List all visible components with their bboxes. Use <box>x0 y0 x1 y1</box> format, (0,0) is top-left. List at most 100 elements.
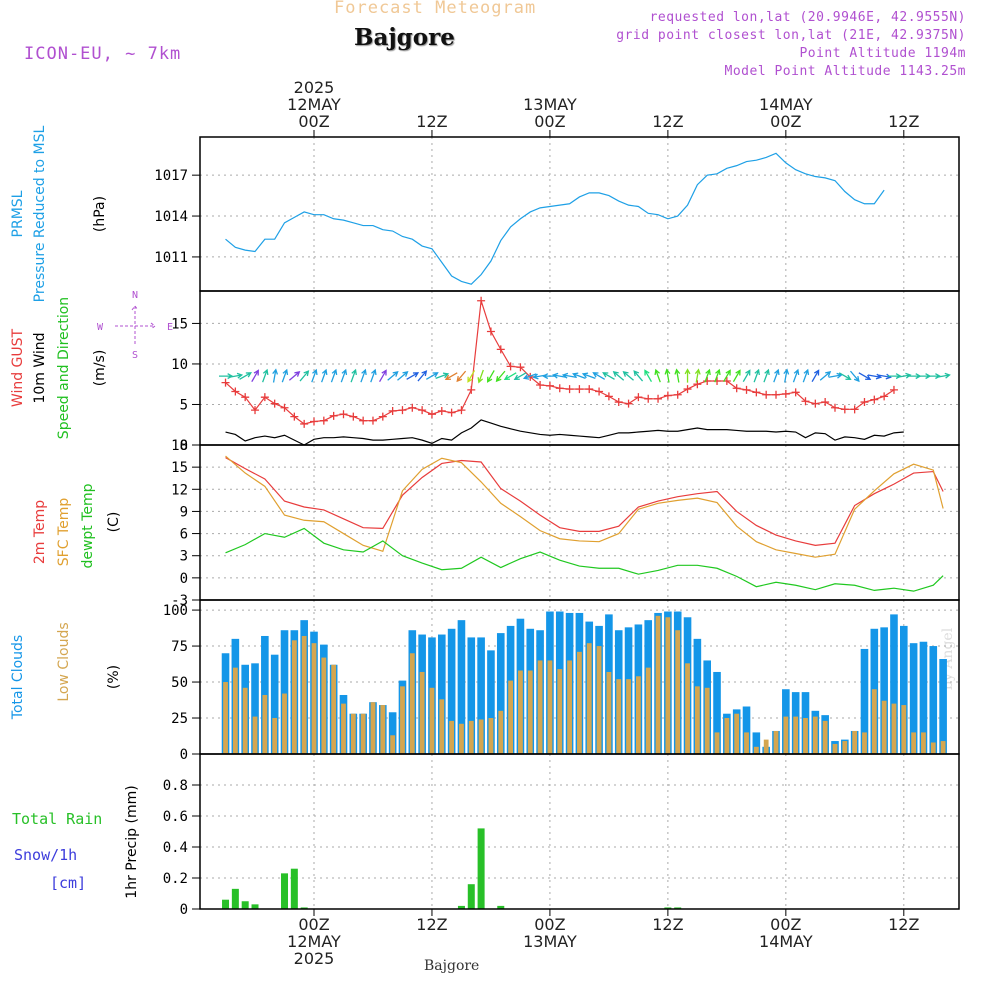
wind-gust-marker <box>850 405 859 414</box>
wind-gust-marker <box>300 419 309 428</box>
wind-gust-marker <box>830 403 839 412</box>
forecast-title: Forecast Meteogram <box>334 0 537 18</box>
compass-s: S <box>132 350 138 361</box>
wind-direction-arrow <box>426 372 439 380</box>
total-cloud-bar <box>929 646 938 754</box>
total-cloud-bar <box>919 641 928 754</box>
compass-w: W <box>97 322 104 333</box>
total-cloud-bar <box>900 625 908 754</box>
wind-gust-marker <box>604 392 613 401</box>
y-tick-label: 0 <box>180 438 188 454</box>
low-cloud-bar <box>793 716 799 754</box>
bottom-time-label: 2025 <box>294 949 335 968</box>
wind-direction-arrow <box>406 372 420 380</box>
y-tick-label: 100 <box>163 603 188 619</box>
y-tick-label: 50 <box>171 675 188 691</box>
top-time-label: 00Z <box>534 112 565 131</box>
wind-direction-arrow <box>572 372 586 379</box>
low-cloud-bar <box>537 660 543 754</box>
low-cloud-bar <box>242 687 248 754</box>
wind-gust-marker <box>762 390 771 399</box>
low-cloud-bar <box>862 732 867 754</box>
low-cloud-bar <box>665 617 671 754</box>
temp-2m-label: 2m Temp <box>32 500 48 564</box>
y-tick-label: 3 <box>180 549 188 565</box>
wind-gust-marker <box>614 398 623 407</box>
total-cloud-bar <box>939 659 947 754</box>
wind-gust-marker <box>742 385 751 394</box>
y-tick-label: 15 <box>171 316 188 332</box>
y-tick-label: 0 <box>180 747 188 763</box>
top-time-label: 12Z <box>416 112 447 131</box>
wind-gust-marker <box>359 416 368 425</box>
low-cloud-bar <box>459 723 464 754</box>
temp-dew-line <box>225 527 944 592</box>
meta-model-altitude: Model Point Altitude 1143.25m <box>724 64 966 79</box>
low-cloud-bar <box>478 719 484 754</box>
low-cloud-bar <box>753 746 759 754</box>
low-cloud-bar <box>223 682 228 754</box>
rain-bar <box>477 828 485 909</box>
wind-gust-marker <box>673 390 682 399</box>
wind-direction-arrow <box>704 368 711 383</box>
precip-rain-label: Total Rain <box>12 810 102 828</box>
wind-gust-marker <box>319 416 328 425</box>
y-tick-label: 10 <box>171 357 188 373</box>
y-tick-label: 0 <box>180 571 188 587</box>
low-cloud-bar <box>940 741 946 754</box>
total-cloud-bar <box>457 620 466 754</box>
wind-gust-marker <box>467 385 476 394</box>
wind-direction-arrow <box>664 368 671 383</box>
wind-gust-marker <box>693 380 702 389</box>
y-tick-label: 18 <box>171 438 188 454</box>
temp-dew-label: dewpt Temp <box>80 483 96 568</box>
low-cloud-bar <box>616 679 622 754</box>
top-time-label: 12MAY <box>287 95 341 114</box>
wind-gust-marker <box>811 399 820 408</box>
model-label: ICON-EU, ~ 7km <box>24 44 182 64</box>
low-cloud-bar <box>734 713 740 754</box>
bottom-time-label: 14MAY <box>759 932 813 951</box>
rain-bar <box>467 884 475 909</box>
location-title: Bajgore <box>354 24 455 51</box>
low-cloud-bar <box>419 671 425 754</box>
wind-direction-arrow <box>792 368 800 383</box>
wind-gust-marker <box>339 410 348 419</box>
wind-direction-arrow <box>477 369 484 384</box>
total-cloud-bar <box>251 663 259 754</box>
low-cloud-bar <box>291 640 297 754</box>
temp-sfc-line <box>225 455 944 558</box>
y-tick-label: 25 <box>171 711 188 727</box>
wind-unit-label: (m/s) <box>92 350 108 387</box>
wind-gust-marker <box>545 381 554 390</box>
wind-gust-marker <box>624 399 633 408</box>
wind-direction-arrow <box>495 370 506 383</box>
wind-gust-marker <box>663 391 672 400</box>
wind-gust-marker <box>880 392 889 401</box>
low-cloud-bar <box>685 663 690 754</box>
precip-snow-unit-label: [cm] <box>50 874 86 892</box>
low-cloud-bar <box>852 730 858 754</box>
total-cloud-bar <box>270 654 279 754</box>
wind-gust-marker <box>791 388 800 397</box>
y-tick-label: 75 <box>171 639 188 655</box>
wind-direction-arrow <box>219 373 234 380</box>
wind-direction-arrow <box>456 370 467 383</box>
wind-10m-line <box>225 419 904 446</box>
low-cloud-bar <box>773 730 779 754</box>
wind-direction-arrow <box>838 372 852 381</box>
wind-direction-arrow <box>360 368 367 383</box>
rain-bar <box>281 873 289 909</box>
rain-bar <box>497 905 505 909</box>
wind-gust-marker <box>427 410 436 419</box>
wind-gust-marker <box>251 406 260 415</box>
wind-direction-arrow <box>602 372 615 380</box>
wind-direction-arrow <box>487 370 495 383</box>
wind-gust-marker <box>781 389 790 398</box>
y-tick-label: 9 <box>180 504 188 520</box>
low-cloud-bar <box>901 705 907 754</box>
bottom-time-label: 13MAY <box>523 932 577 951</box>
wind-gust-marker <box>310 417 318 426</box>
low-cloud-bar <box>439 699 445 754</box>
